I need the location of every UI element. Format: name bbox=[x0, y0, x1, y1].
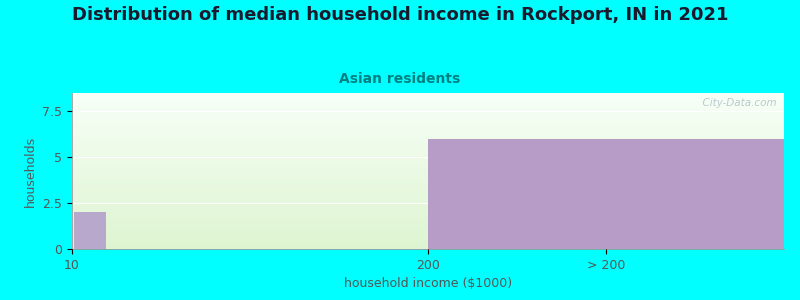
Bar bbox=[74, 212, 106, 249]
Y-axis label: households: households bbox=[24, 135, 37, 207]
Text: City-Data.com: City-Data.com bbox=[696, 98, 777, 108]
X-axis label: household income ($1000): household income ($1000) bbox=[344, 277, 512, 290]
Text: Asian residents: Asian residents bbox=[339, 72, 461, 86]
Text: Distribution of median household income in Rockport, IN in 2021: Distribution of median household income … bbox=[72, 6, 728, 24]
Bar bbox=[428, 139, 784, 249]
